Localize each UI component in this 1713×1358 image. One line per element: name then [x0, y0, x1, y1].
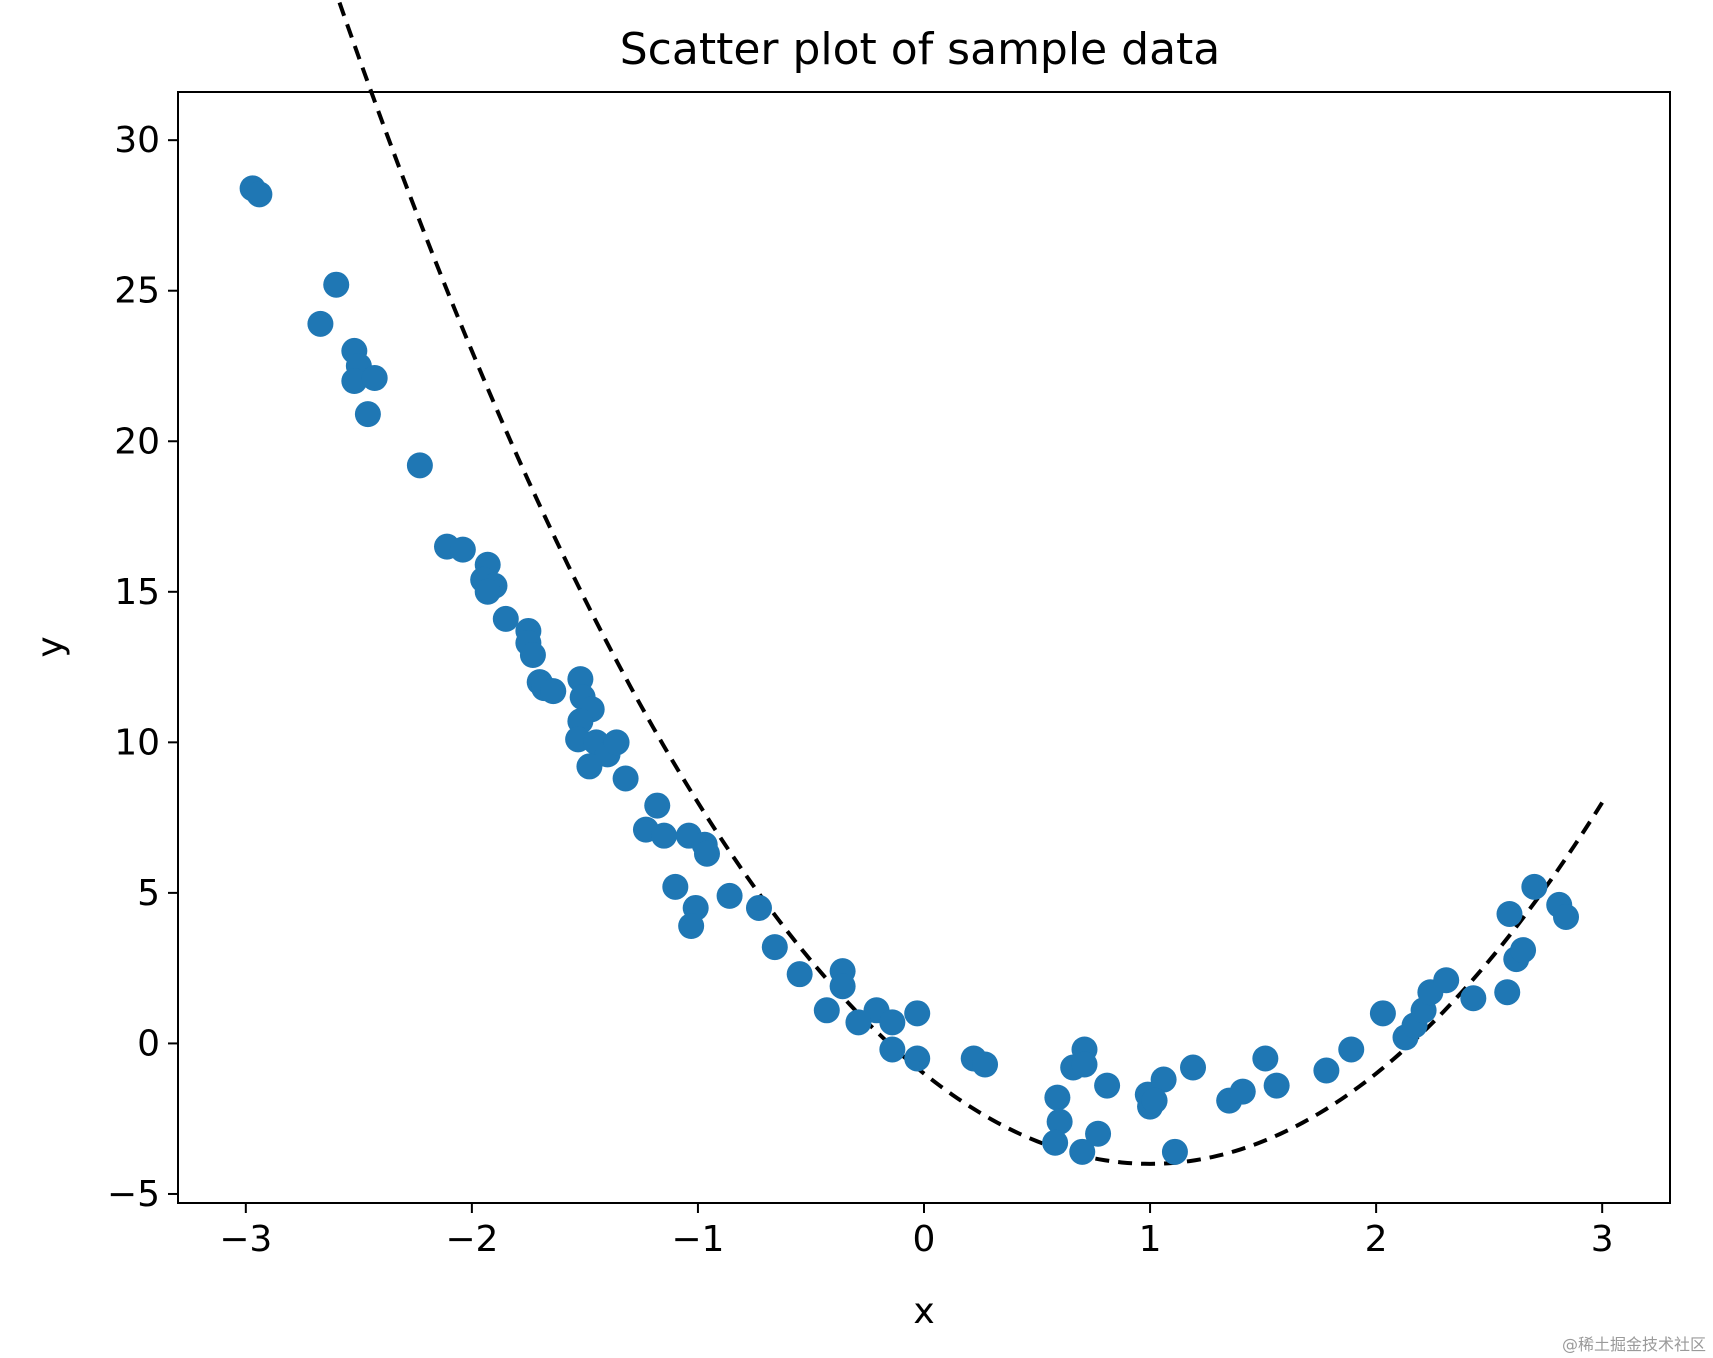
scatter-point [307, 310, 334, 337]
x-tick-label: −3 [219, 1219, 272, 1260]
scatter-point [662, 873, 689, 900]
scatter-point [612, 765, 639, 792]
scatter-point [1313, 1057, 1340, 1084]
y-tick-label: 15 [114, 572, 160, 613]
scatter-point [449, 536, 476, 563]
scatter-point [1338, 1036, 1365, 1063]
scatter-point [678, 913, 705, 939]
scatter-point [1046, 1108, 1073, 1135]
scatter-point [904, 1045, 931, 1072]
scatter-point [1094, 1072, 1121, 1099]
scatter-point [323, 271, 350, 298]
fit-curve [336, 0, 1604, 1166]
y-tick-label: 25 [114, 271, 160, 312]
scatter-point [1510, 937, 1537, 964]
plot-area [178, 92, 1670, 1203]
scatter-point [246, 181, 273, 208]
scatter-point [1496, 900, 1523, 927]
scatter-point [1069, 1138, 1096, 1165]
x-tick-label: 0 [913, 1219, 936, 1260]
x-tick-label: 1 [1139, 1219, 1162, 1260]
x-tick-label: 3 [1591, 1219, 1614, 1260]
scatter-point [1150, 1066, 1177, 1093]
chart-title: Scatter plot of sample data [620, 24, 1221, 75]
watermark: @稀土掘金技术社区 [1562, 1335, 1706, 1354]
scatter-point [879, 1036, 906, 1063]
scatter-point [745, 894, 772, 921]
scatter-point [361, 365, 388, 392]
scatter-point [651, 822, 678, 849]
scatter-point [1180, 1054, 1207, 1081]
x-tick-label: −2 [445, 1219, 498, 1260]
scatter-point [716, 882, 743, 909]
scatter-point [879, 1009, 906, 1036]
scatter-point [1042, 1129, 1069, 1156]
scatter-point [492, 605, 519, 632]
scatter-point [474, 578, 501, 605]
scatter-point [1263, 1072, 1290, 1099]
scatter-point [341, 368, 368, 395]
scatter-point [829, 973, 856, 1000]
scatter-point [761, 934, 788, 961]
y-tick-label: 10 [114, 722, 160, 763]
scatter-point [904, 1000, 931, 1027]
scatter-point [1161, 1138, 1188, 1165]
scatter-point [519, 642, 546, 669]
scatter-point [1141, 1087, 1168, 1114]
scatter-point [845, 1009, 872, 1036]
y-tick-label: 20 [114, 421, 160, 462]
scatter-point [576, 753, 603, 780]
scatter-point [1071, 1051, 1098, 1078]
scatter-point [1369, 1000, 1396, 1027]
scatter-point [406, 452, 433, 479]
scatter-point [786, 961, 813, 988]
scatter-point [1433, 967, 1460, 994]
scatter-point [1460, 985, 1487, 1012]
y-tick-label: 0 [137, 1023, 160, 1064]
scatter-point [972, 1051, 999, 1078]
x-axis-ticks: −3 −2 −1 0 1 2 3 [219, 1203, 1614, 1260]
scatter-point [1252, 1045, 1279, 1072]
scatter-point [1494, 979, 1521, 1006]
scatter-point [1085, 1120, 1112, 1147]
scatter-point [693, 840, 720, 867]
y-axis-label: y [30, 636, 71, 657]
scatter-point [540, 678, 567, 705]
scatter-point [813, 997, 840, 1024]
scatter-point [1521, 873, 1548, 900]
x-tick-label: −1 [671, 1219, 724, 1260]
x-tick-label: 2 [1365, 1219, 1388, 1260]
scatter-point [1553, 903, 1580, 930]
x-axis-label: x [913, 1291, 934, 1332]
scatter-point [1229, 1078, 1256, 1105]
y-tick-label: 5 [137, 873, 160, 914]
scatter-point [1044, 1084, 1071, 1111]
scatter-point [644, 792, 671, 819]
scatter-point [354, 401, 381, 428]
scatter-points-layer [239, 175, 1580, 1165]
y-tick-label: −5 [107, 1174, 160, 1215]
fit-curve-layer [336, 0, 1604, 1166]
scatter-point [603, 729, 630, 756]
y-axis-ticks: −5 0 5 10 15 20 25 30 [107, 120, 178, 1215]
y-tick-label: 30 [114, 120, 160, 161]
